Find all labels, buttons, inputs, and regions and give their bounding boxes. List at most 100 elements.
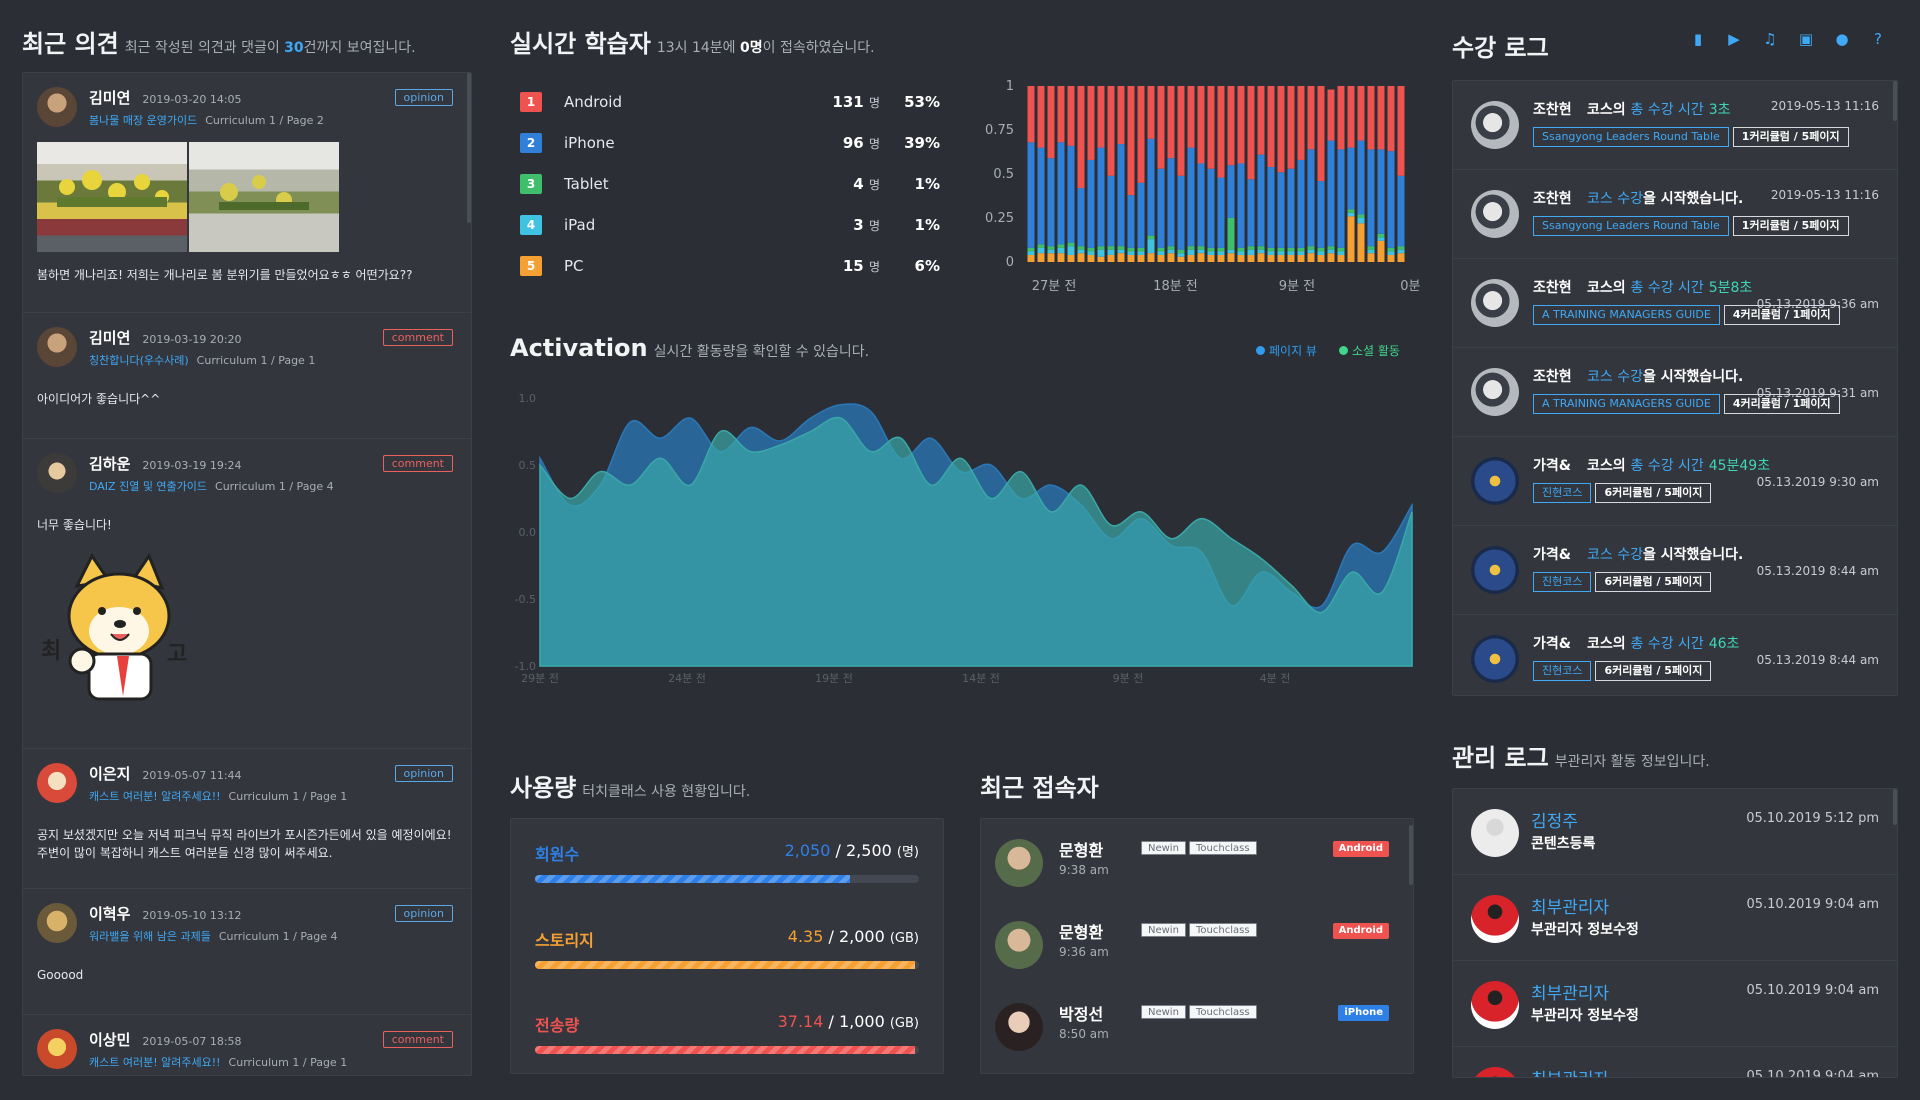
bar-segment-pc[interactable]	[1287, 254, 1295, 262]
bar-segment-ipad[interactable]	[1187, 249, 1195, 255]
bar-segment-ipad[interactable]	[1137, 251, 1145, 255]
bar-segment-pc[interactable]	[1317, 254, 1325, 262]
bar-segment-iphone[interactable]	[1147, 138, 1155, 236]
course-log-row[interactable]: 조찬현 코스의 총 수강 시간 5분8초 05.13.2019 9:36 am A T…	[1453, 259, 1897, 348]
bar-segment-pc[interactable]	[1027, 254, 1035, 262]
bar-segment-android[interactable]	[1027, 86, 1035, 143]
bar-segment-ipad[interactable]	[1207, 251, 1215, 255]
bar-segment-tablet[interactable]	[1077, 246, 1085, 250]
bar-segment-iphone[interactable]	[1157, 168, 1165, 248]
bar-segment-ipad[interactable]	[1077, 249, 1085, 254]
bar-segment-android[interactable]	[1237, 86, 1245, 164]
comment-item[interactable]: 이혁우 2019-05-10 13:12 워라밸을 위해 남은 과제들 Curric…	[23, 889, 471, 1015]
bar-segment-android[interactable]	[1077, 86, 1085, 189]
course-log-row[interactable]: 조찬현 코스 수강을 시작했습니다. 2019-05-13 11:16 Ssangyo…	[1453, 170, 1897, 259]
bar-segment-tablet[interactable]	[1377, 233, 1385, 238]
course-log-row[interactable]: 조찬현 코스 수강을 시작했습니다. 05.13.2019 9:31 am A TRA…	[1453, 348, 1897, 437]
bar-segment-iphone[interactable]	[1047, 158, 1055, 247]
bar-segment-iphone[interactable]	[1317, 181, 1325, 248]
comment-course-link[interactable]: DAIZ 진열 및 연출가이드	[89, 480, 208, 493]
bar-segment-ipad[interactable]	[1027, 251, 1035, 255]
log-course-tag[interactable]: 진현코스	[1533, 572, 1592, 592]
bar-segment-ipad[interactable]	[1067, 246, 1075, 255]
bar-segment-android[interactable]	[1187, 86, 1195, 148]
bar-segment-android[interactable]	[1197, 86, 1205, 164]
comment-course-link[interactable]: 워라밸을 위해 남은 과제들	[89, 930, 211, 943]
legend-social[interactable]: 소셜 활동	[1338, 342, 1400, 359]
bar-segment-tablet[interactable]	[1267, 247, 1275, 252]
bar-segment-tablet[interactable]	[1247, 246, 1255, 250]
bar-segment-tablet[interactable]	[1357, 214, 1365, 218]
course-log-row[interactable]: 조찬현 코스의 총 수강 시간 3초 2019-05-13 11:16 Ssangyo…	[1453, 81, 1897, 170]
bar-segment-tablet[interactable]	[1157, 247, 1165, 252]
bar-segment-ipad[interactable]	[1347, 212, 1355, 217]
bar-segment-tablet[interactable]	[1167, 246, 1175, 250]
bar-segment-tablet[interactable]	[1117, 246, 1125, 250]
bar-segment-ipad[interactable]	[1237, 251, 1245, 255]
bar-segment-tablet[interactable]	[1107, 246, 1115, 250]
bar-segment-ipad[interactable]	[1287, 251, 1295, 255]
bar-segment-iphone[interactable]	[1027, 142, 1035, 248]
bar-segment-iphone[interactable]	[1267, 166, 1275, 248]
bar-segment-android[interactable]	[1387, 86, 1395, 152]
bar-segment-android[interactable]	[1227, 86, 1235, 166]
bar-segment-pc[interactable]	[1107, 254, 1115, 262]
bar-segment-iphone[interactable]	[1227, 165, 1235, 218]
bar-segment-tablet[interactable]	[1087, 247, 1095, 252]
bar-segment-android[interactable]	[1037, 86, 1045, 148]
bar-segment-ipad[interactable]	[1097, 249, 1105, 257]
bar-segment-iphone[interactable]	[1327, 140, 1335, 247]
visitor-row[interactable]: 박정선 8:50 am Newin Touchclass iPhone	[995, 997, 1399, 1057]
bar-segment-android[interactable]	[1247, 86, 1255, 180]
bar-segment-tablet[interactable]	[1067, 242, 1075, 247]
log-course-tag[interactable]: A TRAINING MANAGERS GUIDE	[1533, 394, 1720, 414]
bar-segment-tablet[interactable]	[1327, 246, 1335, 250]
bar-segment-android[interactable]	[1377, 86, 1385, 150]
bar-segment-tablet[interactable]	[1187, 246, 1195, 250]
bar-segment-tablet[interactable]	[1367, 246, 1375, 250]
bar-segment-ipad[interactable]	[1107, 249, 1115, 255]
bar-segment-android[interactable]	[1097, 86, 1105, 148]
admin-log-row[interactable]: 최부관리자 05.10.2019 9:04 am	[1453, 1047, 1897, 1077]
course-log-row[interactable]: 가격& 코스 수강을 시작했습니다. 05.13.2019 8:44 am 진현코스 6…	[1453, 526, 1897, 615]
bar-segment-pc[interactable]	[1237, 254, 1245, 262]
comment-item[interactable]: 김하운 2019-03-19 19:24 DAIZ 진열 및 연출가이드 Curri…	[23, 439, 471, 749]
visitor-row[interactable]: 문형환 9:36 am Newin Touchclass Android	[995, 915, 1399, 975]
bar-segment-iphone[interactable]	[1087, 159, 1095, 248]
bar-segment-pc[interactable]	[1187, 254, 1195, 262]
bar-segment-tablet[interactable]	[1257, 246, 1265, 250]
comment-course-link[interactable]: 칭찬합니다(우수사례)	[89, 354, 189, 367]
bar-segment-pc[interactable]	[1157, 254, 1165, 262]
bar-segment-ipad[interactable]	[1297, 251, 1305, 255]
comment-item[interactable]: 김미연 2019-03-20 14:05 봄나물 매장 운영가이드 Curricul…	[23, 73, 471, 313]
bar-segment-android[interactable]	[1347, 86, 1355, 148]
bar-segment-android[interactable]	[1067, 86, 1075, 146]
log-course-tag[interactable]: Ssangyong Leaders Round Table	[1533, 127, 1729, 147]
bar-segment-pc[interactable]	[1047, 253, 1055, 262]
bar-segment-ipad[interactable]	[1317, 251, 1325, 255]
bar-segment-iphone[interactable]	[1127, 195, 1135, 248]
admin-log-row[interactable]: 최부관리자 부관리자 정보수정 05.10.2019 9:04 am	[1453, 961, 1897, 1047]
bar-segment-tablet[interactable]	[1347, 209, 1355, 213]
bar-segment-tablet[interactable]	[1037, 244, 1045, 248]
bar-segment-tablet[interactable]	[1177, 249, 1185, 254]
bar-segment-android[interactable]	[1117, 86, 1125, 145]
bar-segment-pc[interactable]	[1297, 254, 1305, 262]
bar-segment-android[interactable]	[1307, 86, 1315, 150]
bar-segment-pc[interactable]	[1217, 254, 1225, 262]
bar-segment-ipad[interactable]	[1377, 237, 1385, 241]
bar-segment-ipad[interactable]	[1197, 249, 1205, 254]
bar-segment-tablet[interactable]	[1137, 247, 1145, 252]
bar-segment-ipad[interactable]	[1127, 251, 1135, 255]
bar-segment-iphone[interactable]	[1297, 159, 1305, 248]
comment-course-link[interactable]: 캐스트 여러분! 알려주세요!!	[89, 790, 221, 803]
bar-segment-android[interactable]	[1267, 86, 1275, 167]
bar-segment-iphone[interactable]	[1287, 168, 1295, 248]
bar-segment-iphone[interactable]	[1097, 147, 1105, 247]
bar-segment-ipad[interactable]	[1147, 239, 1155, 254]
bar-segment-iphone[interactable]	[1257, 154, 1265, 247]
bar-segment-iphone[interactable]	[1067, 145, 1075, 243]
bar-segment-ipad[interactable]	[1357, 218, 1365, 224]
bar-segment-android[interactable]	[1127, 86, 1135, 196]
bar-segment-ipad[interactable]	[1157, 251, 1165, 255]
